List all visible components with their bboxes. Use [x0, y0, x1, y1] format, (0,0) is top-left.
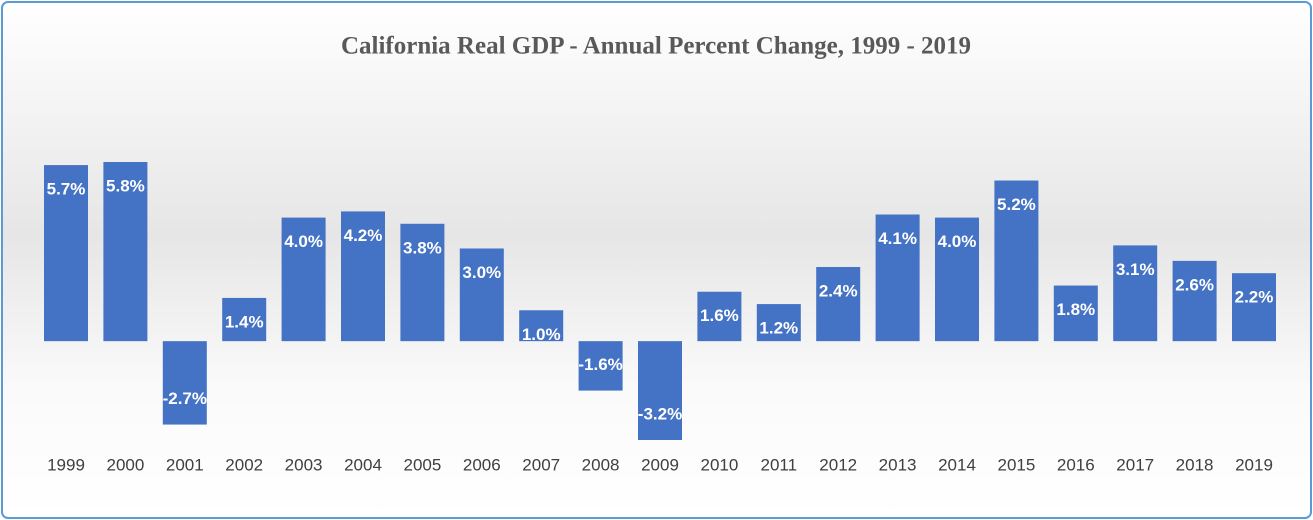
data-label: 1.6% [700, 306, 739, 325]
x-tick-label: 2009 [641, 455, 679, 474]
data-label: 1.0% [522, 325, 561, 344]
x-tick-label: 2019 [1235, 455, 1273, 474]
data-label: 4.0% [284, 232, 323, 251]
bar [875, 214, 920, 342]
data-label: 4.0% [938, 232, 977, 251]
x-tick-label: 2012 [819, 455, 857, 474]
x-tick-label: 2014 [938, 455, 976, 474]
bar [1113, 245, 1158, 342]
data-label: 1.4% [225, 312, 264, 331]
bar [816, 267, 861, 342]
data-label: 5.2% [997, 195, 1036, 214]
data-label: 3.8% [403, 238, 442, 257]
x-tick-label: 2002 [225, 455, 263, 474]
x-tick-label: 2007 [522, 455, 560, 474]
bar [341, 211, 385, 342]
bar [697, 291, 742, 342]
data-label: 2.4% [819, 282, 858, 301]
bar [994, 180, 1039, 342]
bar [1232, 273, 1276, 342]
bar [638, 341, 682, 440]
data-label: 2.2% [1235, 288, 1274, 307]
data-label: 1.8% [1056, 300, 1095, 319]
x-tick-label: 2018 [1176, 455, 1214, 474]
x-tick-label: 2006 [463, 455, 501, 474]
data-label: -3.2% [638, 404, 682, 423]
x-tick-label: 2008 [582, 455, 620, 474]
x-tick-label: 2004 [344, 455, 382, 474]
data-label: 5.8% [106, 176, 145, 195]
bar [103, 162, 148, 342]
x-tick-label: 2000 [106, 455, 144, 474]
x-tick-label: 2011 [761, 455, 798, 474]
data-label: -2.7% [163, 389, 207, 408]
bar [162, 341, 207, 425]
x-tick-label: 2005 [403, 455, 441, 474]
bar [1053, 285, 1098, 342]
x-tick-label: 2017 [1116, 455, 1154, 474]
chart-title: California Real GDP - Annual Percent Cha… [341, 33, 971, 60]
bar [519, 310, 564, 342]
x-tick-label: 2003 [285, 455, 323, 474]
data-label: 2.6% [1175, 275, 1214, 294]
bar [578, 341, 623, 391]
data-label: 3.0% [462, 263, 501, 282]
data-label: 3.1% [1116, 260, 1155, 279]
bar [222, 297, 267, 342]
data-label: 4.2% [344, 226, 383, 245]
bar [935, 217, 979, 342]
data-label: 1.2% [759, 319, 798, 338]
bar [459, 248, 504, 342]
bar [400, 223, 445, 342]
x-tick-label: 2001 [166, 455, 204, 474]
bar [281, 217, 326, 342]
x-tick-label: 2013 [879, 455, 917, 474]
x-tick-label: 2015 [997, 455, 1035, 474]
bar [1172, 260, 1217, 342]
bar [44, 165, 88, 342]
x-tick-label: 1999 [47, 455, 85, 474]
x-tick-label: 2010 [700, 455, 738, 474]
bar [756, 304, 801, 342]
data-label: -1.6% [578, 355, 622, 374]
data-label: 4.1% [878, 229, 917, 248]
x-tick-label: 2016 [1057, 455, 1095, 474]
data-label: 5.7% [47, 180, 86, 199]
